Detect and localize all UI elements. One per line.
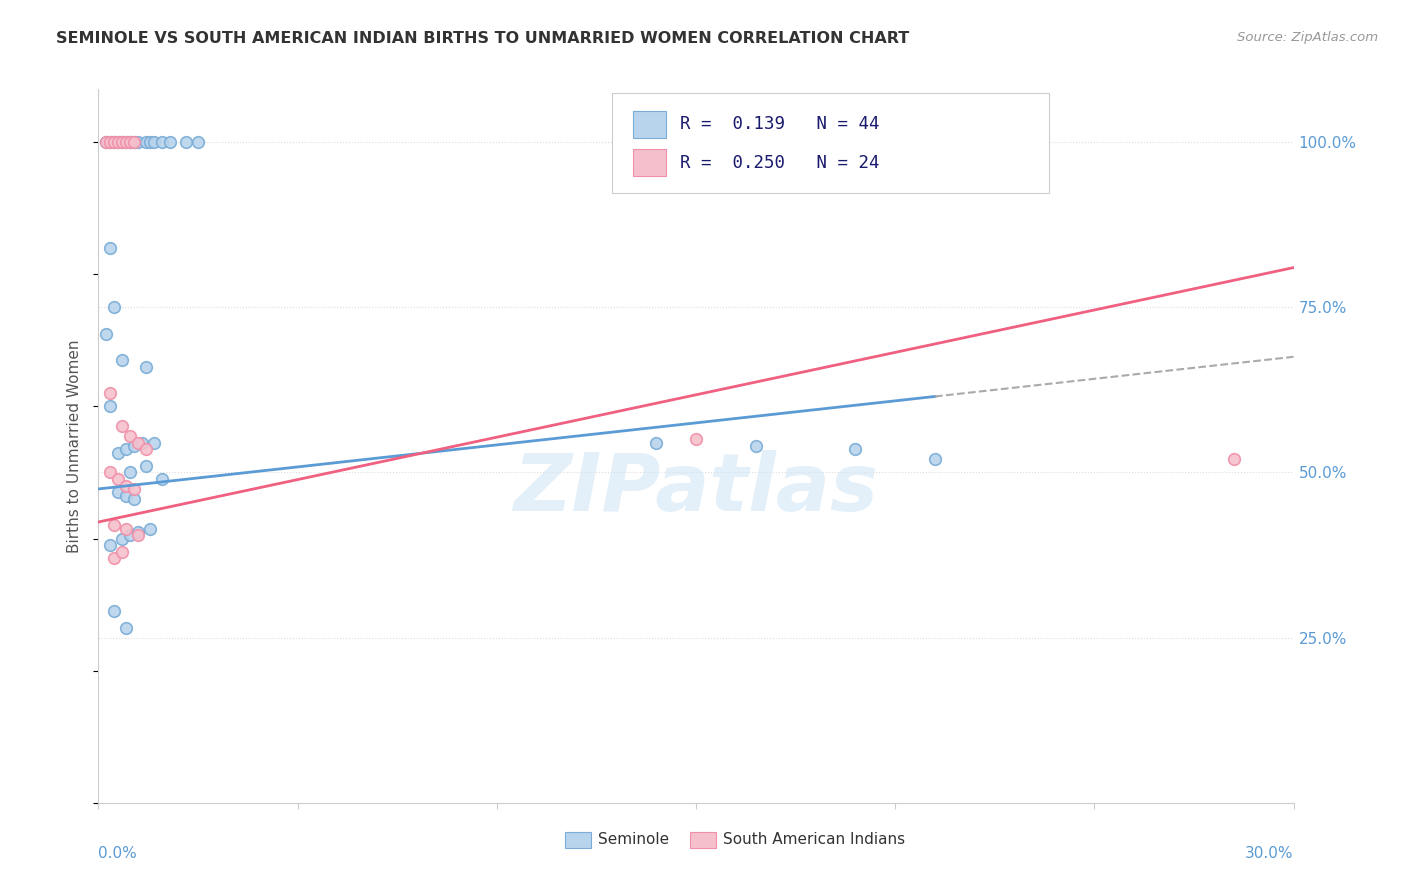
Point: [98, 135, 122, 149]
Point: [107, 135, 129, 149]
Point: [107, 445, 129, 459]
Text: ZIPatlas: ZIPatlas: [513, 450, 879, 528]
Point: [107, 485, 129, 500]
Text: South American Indians: South American Indians: [724, 832, 905, 847]
Point: [115, 135, 138, 149]
Point: [103, 604, 125, 618]
Point: [127, 524, 149, 539]
Point: [135, 359, 157, 374]
Point: [103, 135, 125, 149]
Point: [135, 442, 157, 457]
Point: [685, 433, 707, 447]
Text: R =  0.139   N = 44: R = 0.139 N = 44: [681, 115, 880, 133]
Point: [120, 429, 142, 443]
Point: [103, 135, 125, 149]
Bar: [565, 832, 591, 847]
Point: [96, 135, 118, 149]
Point: [111, 135, 134, 149]
Point: [131, 435, 153, 450]
Point: [1223, 452, 1246, 467]
Point: [103, 551, 125, 566]
Point: [124, 135, 146, 149]
Point: [98, 241, 122, 255]
Point: [111, 419, 134, 434]
Point: [115, 478, 138, 492]
Point: [124, 491, 146, 506]
Text: 30.0%: 30.0%: [1246, 846, 1294, 861]
Point: [120, 528, 142, 542]
Point: [844, 442, 866, 457]
Point: [139, 522, 162, 536]
Point: [127, 435, 149, 450]
Point: [159, 135, 181, 149]
Point: [107, 135, 129, 149]
FancyBboxPatch shape: [613, 93, 1049, 193]
Point: [120, 466, 142, 480]
Text: SEMINOLE VS SOUTH AMERICAN INDIAN BIRTHS TO UNMARRIED WOMEN CORRELATION CHART: SEMINOLE VS SOUTH AMERICAN INDIAN BIRTHS…: [56, 31, 910, 46]
Point: [111, 135, 134, 149]
Y-axis label: Births to Unmarried Women: Births to Unmarried Women: [67, 339, 83, 553]
Text: 0.0%: 0.0%: [98, 846, 138, 861]
Point: [187, 135, 209, 149]
Point: [745, 439, 768, 453]
Point: [115, 621, 138, 635]
Point: [111, 545, 134, 559]
Point: [98, 135, 122, 149]
Point: [98, 400, 122, 414]
Point: [103, 300, 125, 314]
Point: [96, 135, 118, 149]
Point: [150, 472, 173, 486]
Point: [111, 353, 134, 368]
Point: [127, 135, 149, 149]
Point: [96, 326, 118, 341]
Text: R =  0.250   N = 24: R = 0.250 N = 24: [681, 153, 880, 171]
Point: [120, 135, 142, 149]
Point: [143, 435, 166, 450]
Point: [143, 135, 166, 149]
Point: [135, 135, 157, 149]
Point: [139, 135, 162, 149]
Point: [98, 538, 122, 552]
Bar: [633, 111, 666, 137]
Point: [98, 466, 122, 480]
Point: [174, 135, 197, 149]
Point: [103, 518, 125, 533]
Point: [124, 482, 146, 496]
Point: [115, 135, 138, 149]
Point: [115, 489, 138, 503]
Point: [150, 135, 173, 149]
Point: [115, 522, 138, 536]
Point: [924, 452, 946, 467]
Point: [107, 472, 129, 486]
Bar: [633, 149, 666, 177]
Point: [645, 435, 668, 450]
Point: [120, 135, 142, 149]
Point: [127, 528, 149, 542]
Point: [135, 458, 157, 473]
Point: [124, 135, 146, 149]
Text: Source: ZipAtlas.com: Source: ZipAtlas.com: [1237, 31, 1378, 45]
Bar: [690, 832, 716, 847]
Point: [111, 532, 134, 546]
Point: [98, 386, 122, 401]
Point: [124, 439, 146, 453]
Point: [115, 442, 138, 457]
Text: Seminole: Seminole: [598, 832, 669, 847]
